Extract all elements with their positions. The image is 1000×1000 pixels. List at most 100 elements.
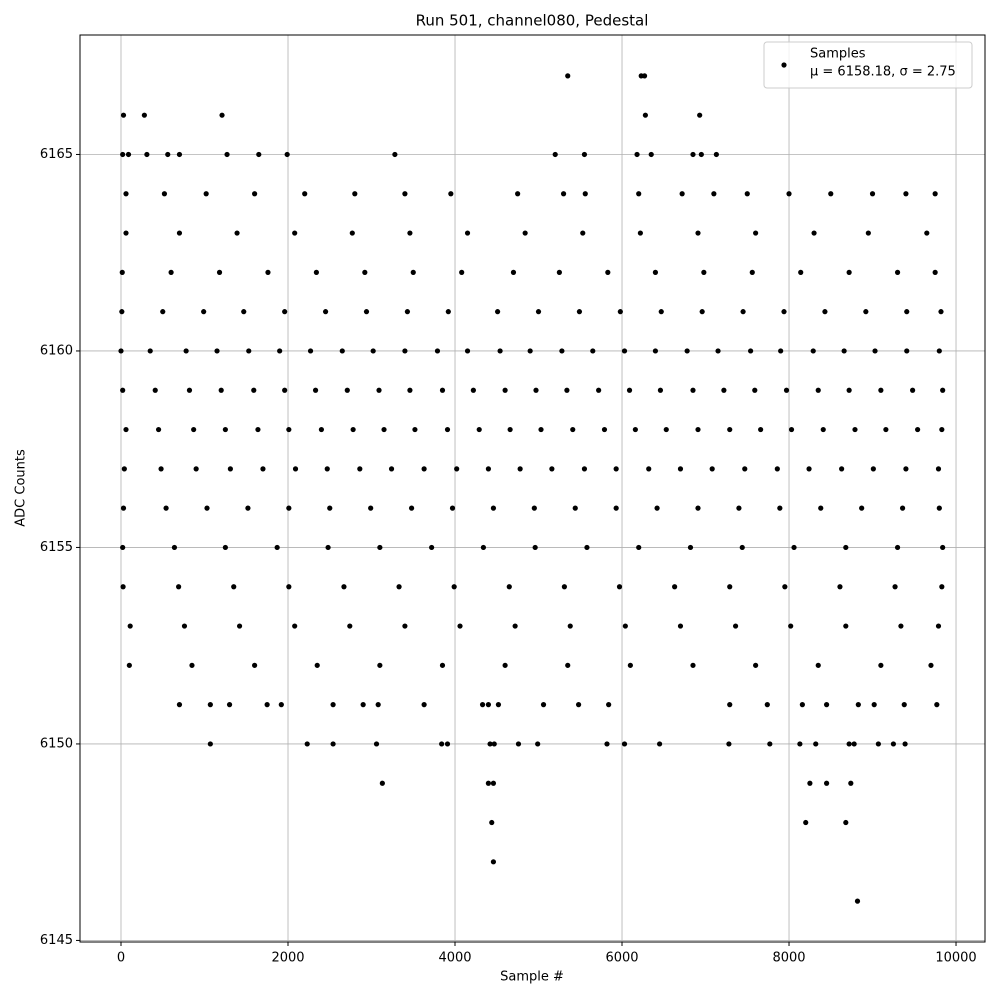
sample-point bbox=[352, 191, 358, 197]
x-tick-label: 4000 bbox=[438, 951, 471, 966]
sample-point bbox=[533, 387, 539, 393]
sample-point bbox=[890, 741, 896, 747]
sample-point bbox=[690, 151, 696, 158]
sample-point bbox=[727, 702, 733, 708]
sample-point bbox=[277, 348, 283, 354]
sample-point bbox=[584, 544, 590, 551]
sample-point bbox=[540, 702, 547, 708]
x-axis-label: Sample # bbox=[500, 970, 564, 985]
sample-point bbox=[349, 230, 355, 236]
sample-point bbox=[357, 466, 363, 472]
sample-point bbox=[392, 151, 398, 158]
sample-point bbox=[264, 702, 270, 708]
sample-point bbox=[621, 741, 628, 747]
plot-frame bbox=[79, 34, 986, 943]
sample-point bbox=[713, 151, 719, 158]
legend-stats: μ = 6158.18, σ = 2.75 bbox=[810, 65, 956, 80]
sample-point bbox=[241, 309, 247, 315]
sample-point bbox=[429, 544, 435, 551]
sample-point bbox=[697, 112, 703, 118]
sample-point bbox=[444, 741, 451, 747]
sample-point bbox=[402, 191, 408, 197]
sample-point bbox=[894, 269, 901, 275]
sample-point bbox=[904, 309, 910, 315]
sample-point bbox=[252, 662, 258, 668]
sample-point bbox=[604, 741, 610, 747]
sample-point bbox=[828, 191, 834, 197]
sample-point bbox=[559, 348, 565, 354]
sample-point bbox=[778, 348, 784, 354]
legend: Samples μ = 6158.18, σ = 2.75 bbox=[763, 41, 973, 89]
sample-point bbox=[256, 151, 262, 158]
sample-point bbox=[820, 426, 826, 433]
sample-point bbox=[286, 426, 292, 433]
sample-point bbox=[312, 387, 319, 393]
sample-point bbox=[565, 73, 571, 79]
sample-point bbox=[191, 426, 197, 433]
sample-point bbox=[752, 387, 758, 393]
sample-point bbox=[532, 544, 538, 551]
sample-point bbox=[265, 269, 271, 275]
sample-point bbox=[727, 584, 733, 590]
sample-point bbox=[846, 387, 852, 393]
sample-point bbox=[375, 702, 381, 708]
sample-point bbox=[421, 702, 427, 708]
sample-point bbox=[892, 584, 898, 590]
sample-point bbox=[695, 505, 701, 511]
sample-point bbox=[219, 112, 225, 118]
sample-point bbox=[634, 151, 640, 158]
sample-point bbox=[490, 859, 497, 865]
sample-point bbox=[193, 466, 199, 472]
sample-point bbox=[363, 309, 370, 315]
sample-point bbox=[663, 426, 669, 433]
sample-point bbox=[781, 309, 787, 315]
sample-point bbox=[695, 230, 701, 236]
sample-point bbox=[515, 741, 522, 747]
sample-point bbox=[487, 741, 493, 747]
sample-point bbox=[282, 309, 288, 315]
sample-point bbox=[878, 662, 884, 668]
sample-point bbox=[606, 702, 612, 708]
sample-point bbox=[302, 191, 308, 197]
sample-point bbox=[119, 309, 125, 315]
sample-point bbox=[636, 191, 642, 197]
sample-point bbox=[161, 191, 168, 197]
sample-point bbox=[377, 544, 383, 551]
sample-point bbox=[245, 505, 251, 511]
sample-point bbox=[782, 584, 788, 590]
sample-point bbox=[581, 466, 588, 472]
sample-point bbox=[740, 309, 746, 315]
sample-point bbox=[872, 348, 878, 354]
sample-point bbox=[837, 584, 843, 590]
sample-point bbox=[739, 544, 745, 551]
sample-point bbox=[214, 348, 220, 354]
sample-point bbox=[286, 584, 292, 590]
sample-point bbox=[152, 387, 158, 393]
sample-point bbox=[522, 230, 528, 236]
sample-point bbox=[875, 741, 881, 747]
sample-point bbox=[901, 702, 907, 708]
sample-point bbox=[454, 466, 460, 472]
sample-point bbox=[373, 741, 380, 747]
sample-point bbox=[605, 269, 611, 275]
sample-point bbox=[318, 426, 325, 433]
sample-point bbox=[325, 544, 331, 551]
sample-point bbox=[186, 387, 193, 393]
y-axis-label: ADC Counts bbox=[14, 449, 29, 527]
sample-point bbox=[506, 584, 512, 590]
sample-point bbox=[748, 348, 754, 354]
sample-point bbox=[846, 741, 852, 747]
sample-point bbox=[932, 269, 938, 275]
sample-point bbox=[855, 702, 861, 708]
sample-point bbox=[613, 505, 619, 511]
sample-point bbox=[207, 741, 213, 747]
sample-point bbox=[815, 387, 821, 393]
sample-point bbox=[940, 387, 946, 393]
sample-point bbox=[160, 309, 166, 315]
sample-point bbox=[515, 191, 521, 197]
sample-point bbox=[313, 269, 319, 275]
sample-point bbox=[535, 309, 542, 315]
sample-point bbox=[727, 426, 733, 433]
sample-point bbox=[489, 819, 495, 826]
